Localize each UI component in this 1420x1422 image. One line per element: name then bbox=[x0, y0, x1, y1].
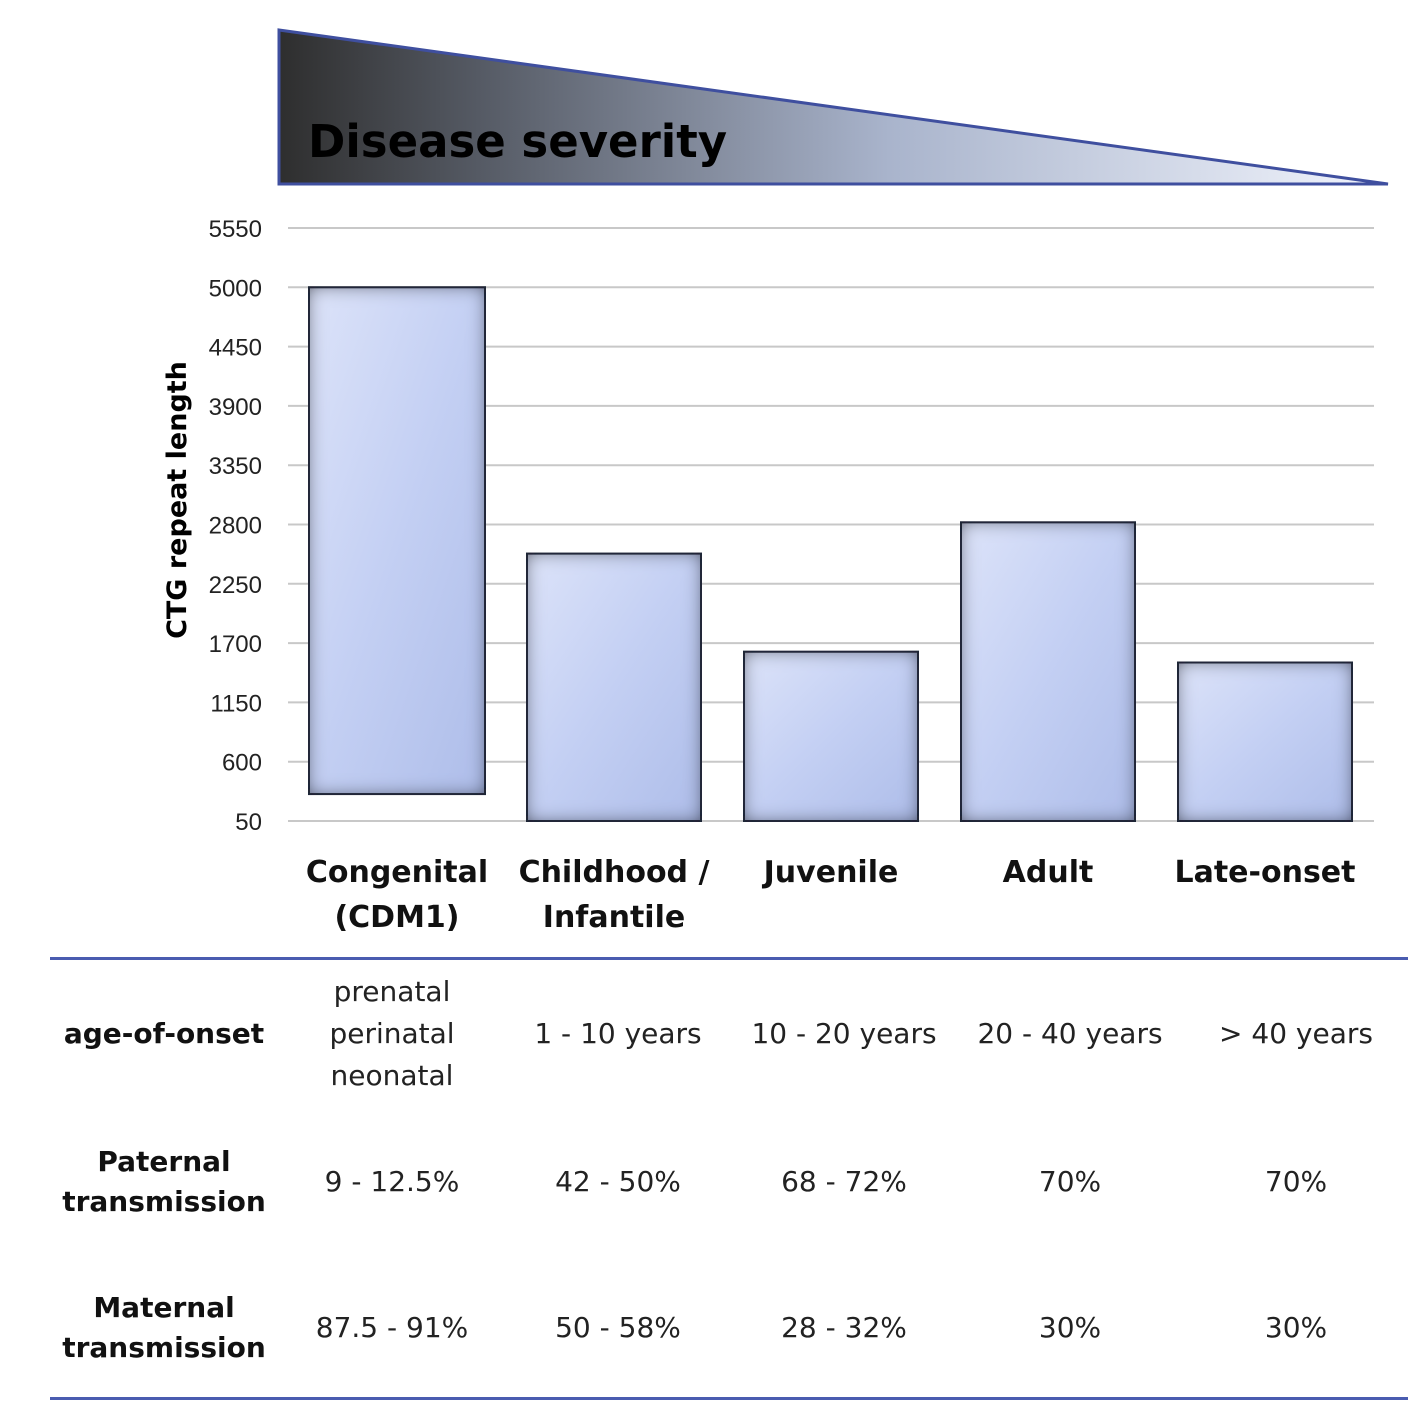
y-tick-label: 4450 bbox=[209, 335, 262, 362]
banner-title: Disease severity bbox=[308, 115, 727, 168]
y-tick-label: 5000 bbox=[209, 275, 262, 302]
category-label: Childhood / Infantile bbox=[519, 855, 710, 935]
y-tick-label: 2250 bbox=[209, 572, 262, 599]
bar bbox=[743, 650, 919, 823]
y-tick-label: 5550 bbox=[209, 216, 262, 243]
bars bbox=[308, 286, 1353, 823]
y-tick-label: 2800 bbox=[209, 513, 262, 540]
y-tick-label: 3350 bbox=[209, 453, 262, 480]
category-label: Juvenile bbox=[762, 855, 899, 890]
y-tick-label: 1700 bbox=[209, 631, 262, 658]
y-tick-label: 1150 bbox=[210, 690, 262, 717]
category-label: Late-onset bbox=[1174, 855, 1355, 890]
category-labels: Congenital (CDM1) Childhood / Infantile Juve… bbox=[306, 855, 1356, 935]
severity-banner: Disease severity bbox=[277, 28, 1389, 186]
y-tick-label: 50 bbox=[235, 809, 262, 836]
category-label: Congenital (CDM1) bbox=[306, 855, 488, 935]
bar bbox=[308, 286, 486, 796]
bar bbox=[1177, 661, 1353, 822]
severity-wedge bbox=[277, 28, 1389, 186]
y-axis-label: CTG repeat length bbox=[162, 361, 193, 639]
bar bbox=[526, 552, 702, 822]
y-tick-label: 600 bbox=[222, 750, 262, 777]
y-tick-labels: 50 600 1150 1700 2250 2800 3350 3900 4450 5000 555… bbox=[209, 216, 262, 836]
bar bbox=[960, 521, 1136, 822]
y-tick-label: 3900 bbox=[209, 394, 262, 421]
category-label: Adult bbox=[1003, 855, 1094, 890]
